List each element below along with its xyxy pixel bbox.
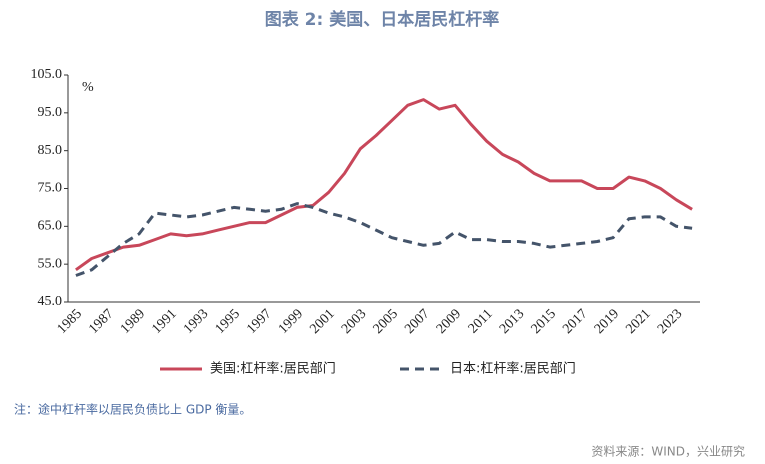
x-tick-label: 1997: [244, 306, 274, 336]
x-tick-label: 2001: [307, 306, 337, 336]
x-tick-label: 1985: [55, 306, 85, 336]
x-tick-label: 1991: [149, 306, 179, 336]
legend-label: 美国:杠杆率:居民部门: [210, 361, 336, 377]
y-tick-label: 75.0: [38, 181, 63, 196]
legend-label: 日本:杠杆率:居民部门: [450, 361, 576, 377]
series-line: [75, 98, 693, 272]
x-tick-label: 2015: [529, 306, 559, 336]
x-tick-label: 1999: [276, 306, 306, 336]
x-tick-label: 2005: [371, 306, 401, 336]
x-tick-label: 1993: [181, 306, 211, 336]
x-tick-label: 2011: [466, 306, 496, 336]
x-tick-label: 2021: [623, 306, 653, 336]
x-tick-label: 1989: [118, 306, 148, 336]
note: 注：途中杠杆率以居民负债比上 GDP 衡量。: [14, 402, 251, 417]
chart-title: 图表 2: 美国、日本居民杠杆率: [265, 9, 499, 30]
x-tick-label: 2007: [402, 306, 432, 336]
x-tick-label: 2019: [592, 306, 622, 336]
y-tick-label: 55.0: [38, 256, 63, 271]
x-tick-label: 2003: [339, 306, 369, 336]
y-tick-label: 105.0: [31, 67, 63, 82]
series-line: [75, 202, 693, 277]
y-tick-label: 85.0: [38, 143, 63, 158]
y-axis-label: %: [82, 80, 94, 95]
y-tick-label: 65.0: [38, 219, 63, 234]
y-tick-label: 95.0: [38, 105, 63, 120]
x-tick-label: 2013: [497, 306, 527, 336]
x-tick-label: 2023: [655, 306, 685, 336]
x-tick-label: 1995: [213, 306, 243, 336]
x-tick-label: 2017: [560, 306, 590, 336]
y-tick-label: 45.0: [38, 294, 63, 309]
x-tick-label: 1987: [86, 306, 116, 336]
x-tick-label: 2009: [434, 306, 464, 336]
source: 资料来源：WIND，兴业研究: [591, 444, 745, 459]
